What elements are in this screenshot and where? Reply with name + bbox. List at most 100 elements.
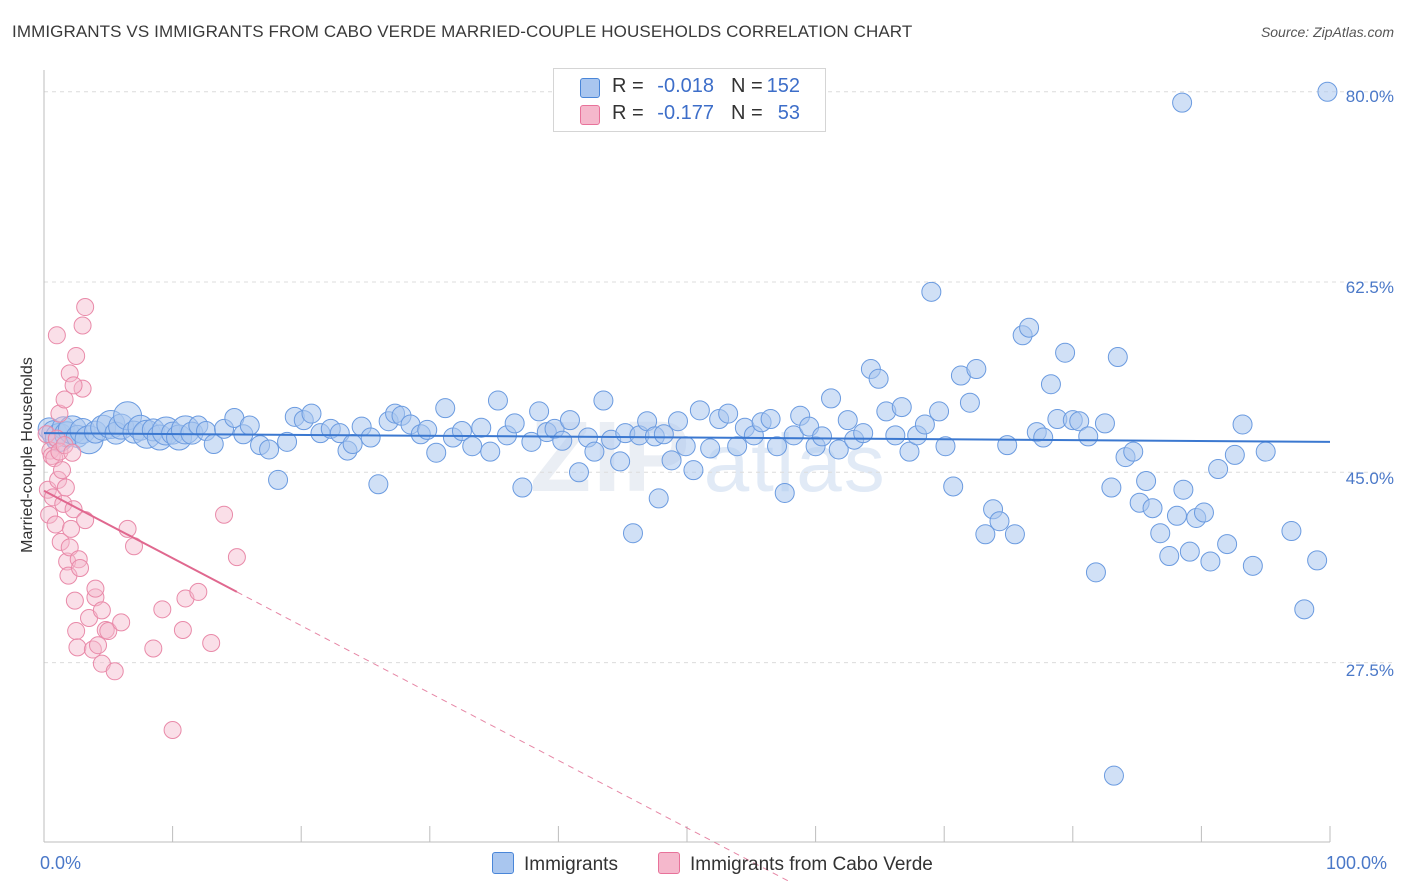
immigrants-point bbox=[1103, 765, 1124, 786]
immigrants-point bbox=[1294, 599, 1315, 620]
bottom-legend-cabo-verde: Immigrants from Cabo Verde bbox=[658, 852, 933, 876]
immigrants-point bbox=[342, 434, 363, 455]
cabo-verde-point bbox=[71, 558, 90, 577]
immigrants-point bbox=[1255, 441, 1276, 462]
cabo-verde-point bbox=[68, 638, 87, 657]
cabo-verde-trend-line bbox=[43, 489, 238, 593]
cabo-verde-point bbox=[53, 461, 72, 480]
cabo-verde-point bbox=[65, 591, 84, 610]
r-label: R = bbox=[612, 75, 644, 97]
immigrants-point bbox=[828, 439, 849, 460]
legend-label: Immigrants bbox=[524, 854, 618, 875]
r-value: -0.018 bbox=[657, 75, 714, 97]
immigrants-point bbox=[1208, 459, 1229, 480]
immigrants-point bbox=[837, 410, 858, 431]
cabo-verde-point bbox=[55, 436, 74, 455]
cabo-verde-point bbox=[49, 470, 68, 489]
immigrants-point bbox=[1172, 92, 1193, 113]
immigrants-point bbox=[689, 400, 710, 421]
cabo-verde-point bbox=[76, 298, 95, 317]
immigrants-point bbox=[929, 401, 950, 422]
immigrants-point bbox=[899, 441, 920, 462]
immigrants-point bbox=[648, 488, 669, 509]
cabo-verde-point bbox=[92, 601, 111, 620]
immigrants-point bbox=[1217, 534, 1238, 555]
immigrants-point bbox=[1136, 471, 1157, 492]
immigrants-point bbox=[426, 442, 447, 463]
immigrants-point bbox=[239, 415, 260, 436]
immigrants-point bbox=[1173, 479, 1194, 500]
cabo-verde-point bbox=[60, 364, 79, 383]
legend-label: Immigrants from Cabo Verde bbox=[690, 854, 933, 875]
cabo-verde-point bbox=[76, 511, 95, 530]
immigrants-point bbox=[700, 438, 721, 459]
cabo-verde-point bbox=[153, 600, 172, 619]
immigrants-point bbox=[1142, 498, 1163, 519]
legend-swatch-blue bbox=[492, 852, 514, 874]
cabo-verde-point bbox=[73, 316, 92, 335]
immigrants-point bbox=[891, 397, 912, 418]
immigrants-point bbox=[868, 368, 889, 389]
immigrants-point bbox=[1150, 523, 1171, 544]
cabo-verde-point bbox=[112, 613, 131, 632]
immigrants-point bbox=[622, 523, 643, 544]
cabo-verde-point bbox=[47, 326, 66, 345]
immigrants-point bbox=[1242, 555, 1263, 576]
immigrants-point bbox=[462, 436, 483, 457]
immigrants-point bbox=[661, 450, 682, 471]
immigrants-point bbox=[1200, 551, 1221, 572]
immigrants-point bbox=[1040, 374, 1061, 395]
immigrants-point bbox=[1123, 441, 1144, 462]
cabo-verde-point bbox=[50, 404, 69, 423]
immigrants-point bbox=[504, 413, 525, 434]
immigrants-point bbox=[935, 436, 956, 457]
immigrants-point bbox=[921, 281, 942, 302]
cabo-verde-point bbox=[86, 579, 105, 598]
immigrants-point bbox=[1004, 524, 1025, 545]
cabo-verde-point bbox=[40, 505, 59, 524]
bottom-legend-immigrants: Immigrants bbox=[492, 852, 618, 876]
cabo-verde-point bbox=[67, 346, 86, 365]
immigrants-point bbox=[471, 417, 492, 438]
immigrants-point bbox=[1078, 426, 1099, 447]
y-tick-label: 80.0% bbox=[1345, 87, 1394, 106]
immigrants-point bbox=[1085, 562, 1106, 583]
immigrants-point bbox=[487, 390, 508, 411]
immigrants-point bbox=[989, 511, 1010, 532]
immigrants-point bbox=[683, 460, 704, 481]
cabo-verde-point bbox=[163, 721, 182, 740]
cabo-verde-point bbox=[173, 620, 192, 639]
immigrants-trend-line bbox=[43, 432, 1331, 443]
immigrants-point bbox=[1232, 414, 1253, 435]
immigrants-point bbox=[268, 469, 289, 490]
immigrants-point bbox=[1094, 413, 1115, 434]
y-tick-label: 62.5% bbox=[1345, 278, 1394, 297]
immigrants-point bbox=[767, 436, 788, 457]
immigrants-point bbox=[885, 425, 906, 446]
immigrants-point bbox=[1033, 427, 1054, 448]
cabo-verde-point bbox=[215, 505, 234, 524]
cabo-verde-point bbox=[89, 636, 108, 655]
immigrants-point bbox=[1307, 550, 1328, 571]
immigrants-point bbox=[1101, 477, 1122, 498]
immigrants-point bbox=[1224, 444, 1245, 465]
x-min-label: 0.0% bbox=[40, 853, 82, 873]
immigrants-point bbox=[360, 427, 381, 448]
cabo-verde-point bbox=[56, 478, 75, 497]
immigrants-point bbox=[1281, 521, 1302, 542]
immigrants-point bbox=[559, 410, 580, 431]
immigrants-point bbox=[727, 436, 748, 457]
immigrants-point bbox=[783, 425, 804, 446]
immigrants-point bbox=[417, 419, 438, 440]
immigrants-point bbox=[552, 430, 573, 451]
x-max-label: 100.0% bbox=[1326, 853, 1388, 873]
immigrants-point bbox=[610, 451, 631, 472]
source-label: Source: ZipAtlas.com bbox=[1260, 24, 1394, 40]
cabo-verde-point bbox=[64, 376, 83, 395]
y-axis-title: Married-couple Households bbox=[19, 357, 36, 553]
immigrants-point bbox=[529, 401, 550, 422]
immigrants-point bbox=[368, 474, 389, 495]
immigrants-point bbox=[568, 462, 589, 483]
r-value: -0.177 bbox=[657, 102, 714, 124]
cabo-verde-point bbox=[60, 538, 79, 557]
